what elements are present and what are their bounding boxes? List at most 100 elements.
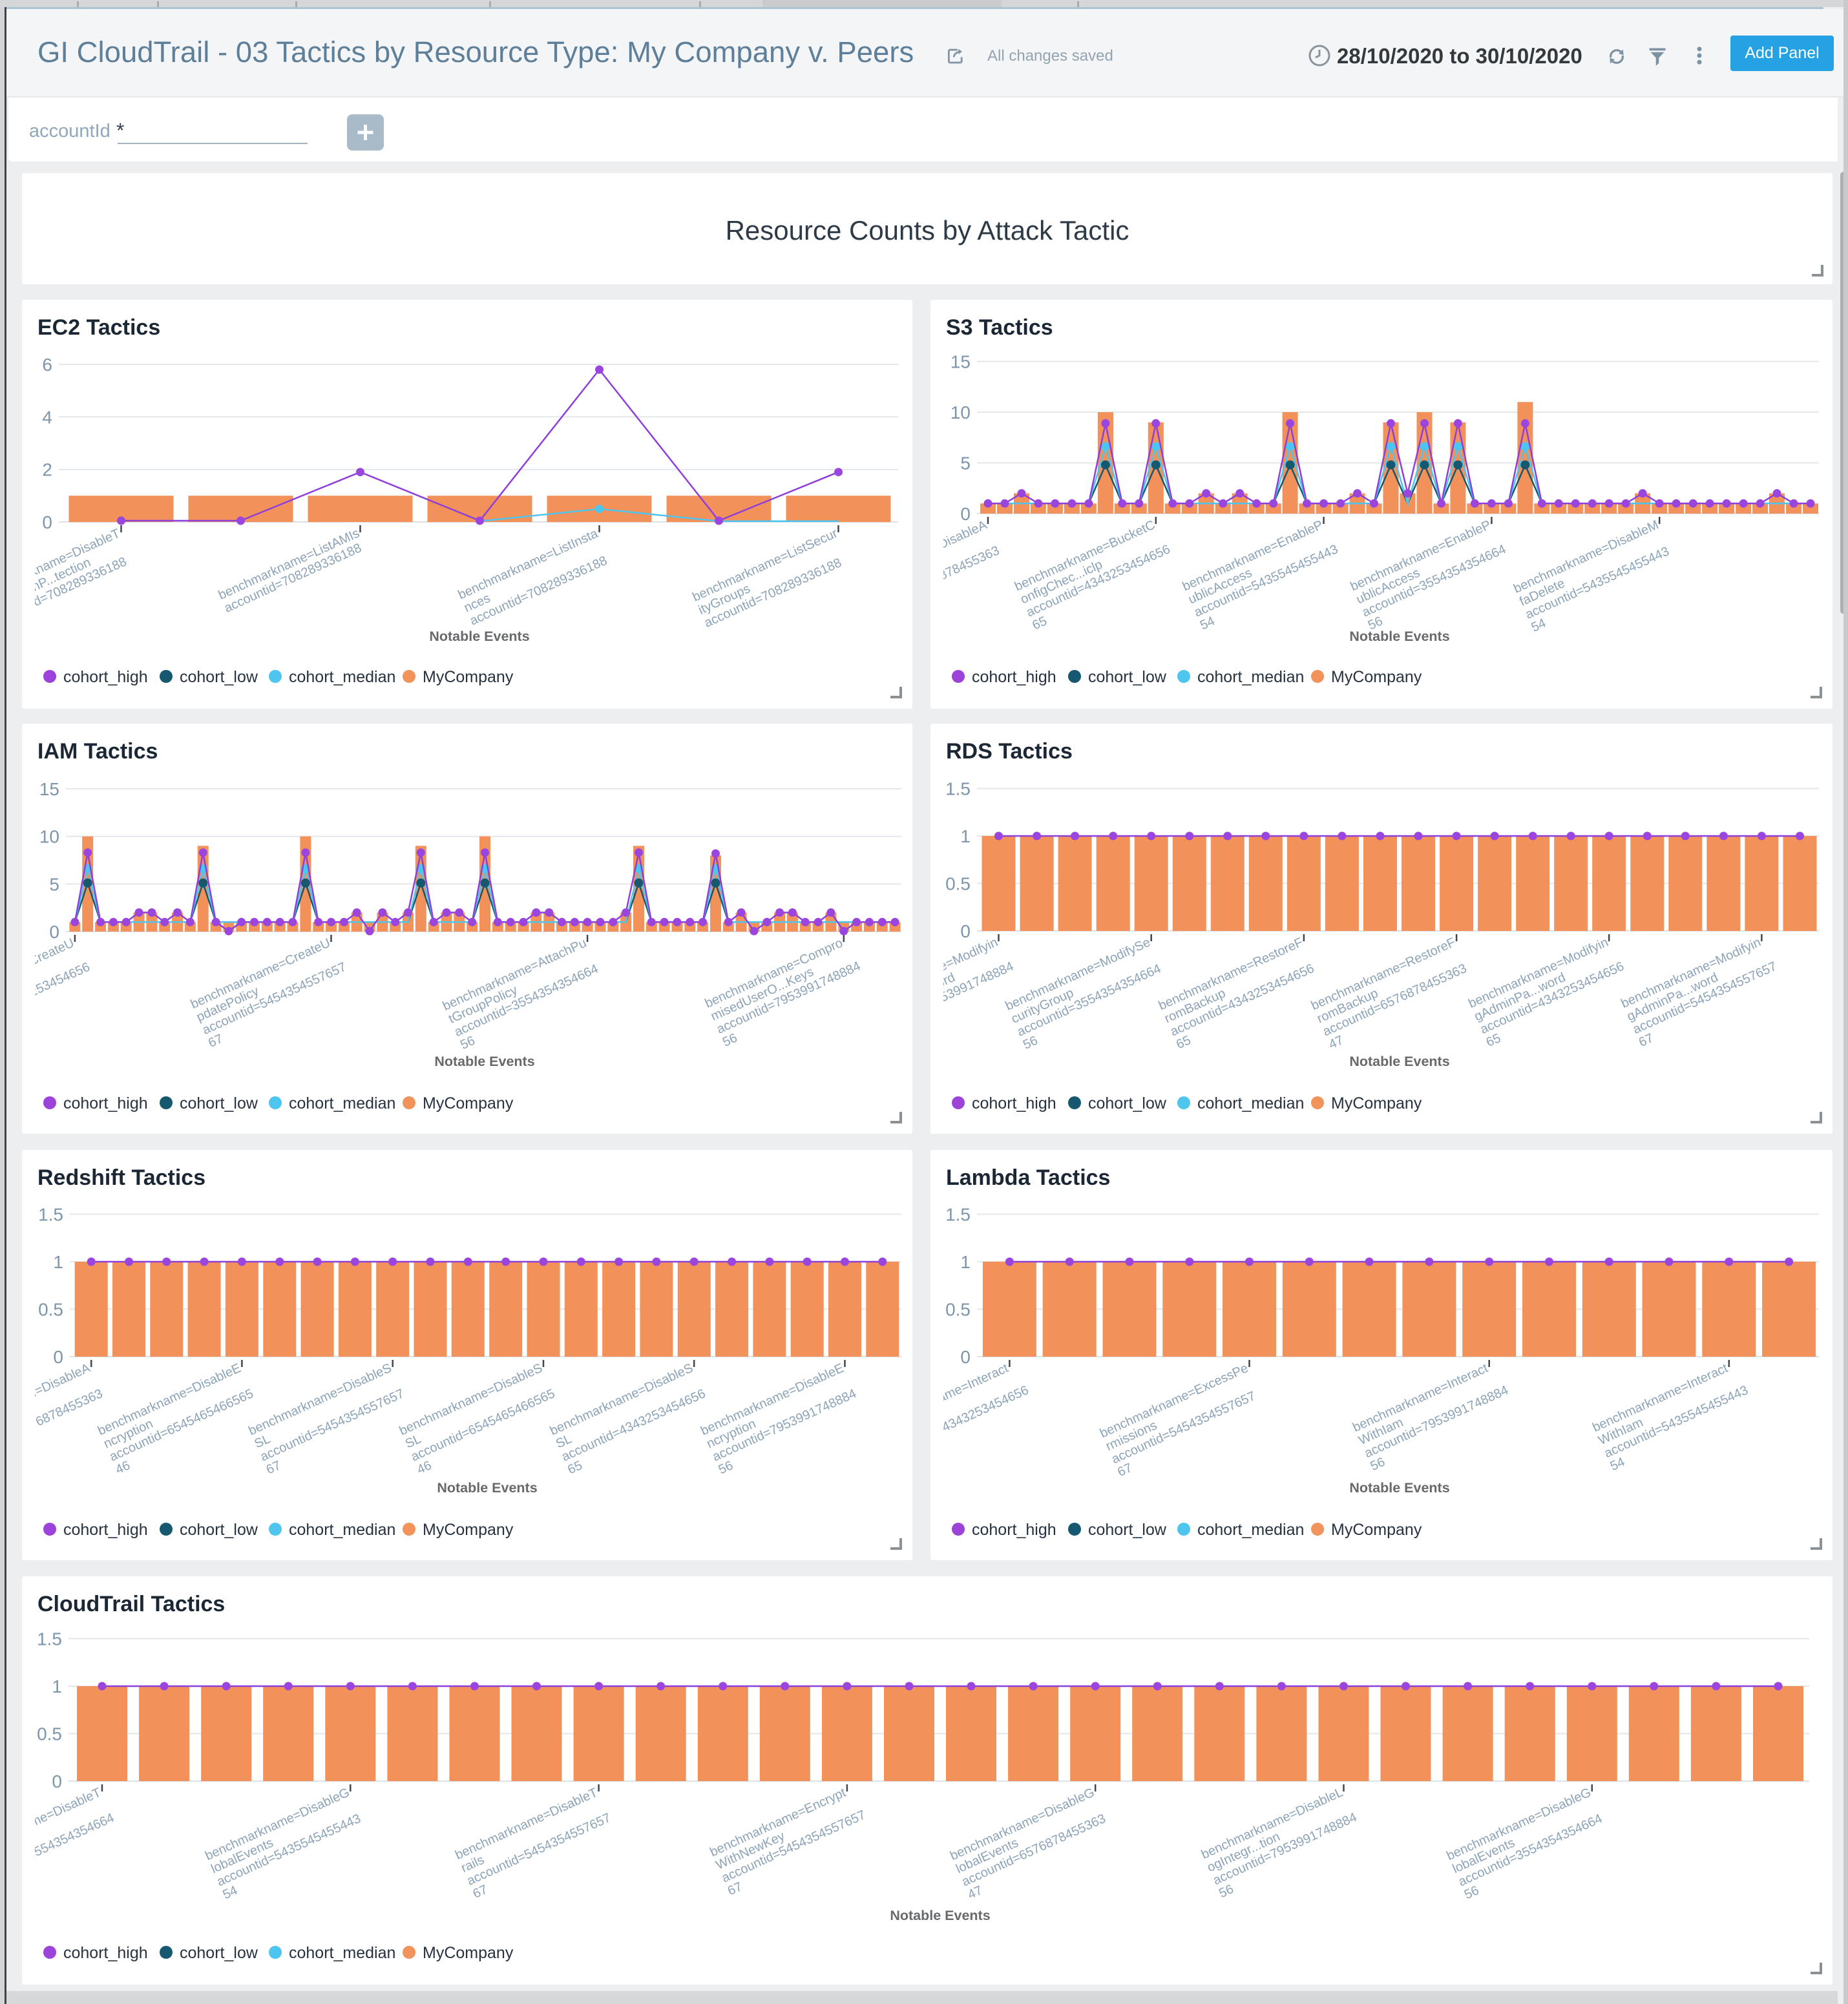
- svg-text:1.5: 1.5: [37, 1629, 62, 1649]
- svg-text:benchmarkname=ListInstancesacc: benchmarkname=ListInstancesaccountid=708…: [456, 527, 613, 629]
- svg-text:Notable Events: Notable Events: [429, 629, 529, 644]
- svg-text:benchmarkname=ModifyingAdminPa: benchmarkname=ModifyingAdminPa...wordacc…: [1619, 934, 1785, 1050]
- svg-text:0: 0: [960, 504, 971, 524]
- svg-text:Redshift Tactics: Redshift Tactics: [37, 1165, 205, 1190]
- svg-text:5: 5: [960, 454, 971, 474]
- svg-text:benchmarkname=DisableSSLaccoun: benchmarkname=DisableSSLaccountid=654546…: [397, 1361, 563, 1477]
- svg-text:IAM Tactics: IAM Tactics: [37, 739, 158, 764]
- svg-text:benchmarkname=DisableEncryptio: benchmarkname=DisableEncryptionaccountid…: [96, 1361, 262, 1477]
- svg-text:S3 Tactics: S3 Tactics: [946, 315, 1053, 340]
- svg-text:1: 1: [960, 1252, 971, 1272]
- svg-text:0: 0: [49, 922, 59, 942]
- svg-text:benchmarkname=AttachPutGroupPo: benchmarkname=AttachPutGroupPolicyaccoun…: [441, 936, 607, 1052]
- svg-text:15: 15: [950, 352, 971, 372]
- svg-text:1: 1: [52, 1676, 62, 1696]
- svg-text:cohort_median: cohort_median: [1197, 1521, 1304, 1539]
- svg-text:EC2 Tactics: EC2 Tactics: [37, 315, 160, 340]
- svg-text:0.5: 0.5: [37, 1724, 62, 1744]
- svg-text:0: 0: [53, 1347, 63, 1367]
- svg-text:benchmarkname=DisableAccessLog: benchmarkname=DisableAccessLoggingaccoun…: [930, 517, 1007, 634]
- svg-text:0: 0: [960, 1347, 971, 1367]
- svg-text:Notable Events: Notable Events: [437, 1480, 537, 1496]
- svg-text:10: 10: [39, 827, 59, 847]
- svg-text:Notable Events: Notable Events: [890, 1908, 990, 1923]
- svg-text:MyCompany: MyCompany: [1331, 668, 1422, 686]
- svg-text:cohort_median: cohort_median: [289, 1094, 395, 1112]
- svg-text:benchmarkname=InteractWithIama: benchmarkname=InteractWithIamaccountid=7…: [1350, 1357, 1517, 1474]
- svg-text:cohort_low: cohort_low: [1088, 668, 1167, 686]
- svg-text:4: 4: [42, 407, 52, 427]
- svg-text:benchmarkname=DisableTrailsacc: benchmarkname=DisableTrailsaccountid=545…: [453, 1785, 619, 1901]
- svg-text:benchmarkname=EnablePublicAcce: benchmarkname=EnablePublicAccessaccounti…: [1181, 516, 1347, 632]
- svg-text:1.5: 1.5: [945, 1205, 971, 1225]
- svg-text:benchmarkname=ListAMIsaccounti: benchmarkname=ListAMIsaccountid=70828933…: [216, 526, 368, 615]
- svg-text:Notable Events: Notable Events: [1349, 1054, 1449, 1069]
- svg-text:cohort_median: cohort_median: [289, 668, 395, 686]
- svg-text:benchmarkname=ListSecurityGrou: benchmarkname=ListSecurityGroupsaccounti…: [690, 526, 852, 630]
- svg-text:6: 6: [42, 355, 52, 375]
- svg-text:benchmarkname=EnablePublicAcce: benchmarkname=EnablePublicAccessaccounti…: [1349, 516, 1515, 632]
- svg-text:1.5: 1.5: [945, 779, 971, 799]
- svg-text:cohort_median: cohort_median: [1197, 668, 1304, 686]
- svg-text:cohort_median: cohort_median: [1197, 1094, 1304, 1112]
- svg-text:benchmarkname=DisableAuditLogg: benchmarkname=DisableAuditLoggingaccount…: [22, 1361, 110, 1477]
- svg-text:benchmarkname=InteractWithIama: benchmarkname=InteractWithIamaccountid=4…: [930, 1357, 1036, 1474]
- svg-text:benchmarkname=DisableSSLaccoun: benchmarkname=DisableSSLaccountid=545435…: [246, 1361, 412, 1477]
- svg-text:MyCompany: MyCompany: [423, 1944, 514, 1962]
- svg-text:cohort_high: cohort_high: [972, 1521, 1056, 1539]
- svg-text:cohort_high: cohort_high: [63, 1944, 148, 1962]
- svg-text:benchmarkname=RestoreFromBacku: benchmarkname=RestoreFromBackupaccountid…: [1157, 935, 1323, 1052]
- svg-text:benchmarkname=CreateUpdatePoli: benchmarkname=CreateUpdatePolicyaccounti…: [189, 934, 355, 1050]
- svg-text:cohort_low: cohort_low: [180, 1094, 258, 1112]
- svg-text:cohort_low: cohort_low: [180, 668, 258, 686]
- svg-text:benchmarkname=ModifyingAdminPa: benchmarkname=ModifyingAdminPa...wordacc…: [1466, 934, 1632, 1050]
- svg-text:benchmarkname=DisableGlobalEve: benchmarkname=DisableGlobalEventsaccount…: [1445, 1786, 1612, 1903]
- svg-text:cohort_median: cohort_median: [289, 1944, 395, 1962]
- svg-text:benchmarkname=ExcessPermission: benchmarkname=ExcessPermissionsaccountid…: [1098, 1361, 1268, 1480]
- svg-text:benchmarkname=ModifyingAdminPa: benchmarkname=ModifyingAdminPa...wordacc…: [930, 934, 1022, 1050]
- svg-text:0.5: 0.5: [945, 874, 971, 894]
- svg-text:Notable Events: Notable Events: [434, 1054, 534, 1069]
- svg-text:cohort_high: cohort_high: [63, 1521, 148, 1539]
- svg-text:benchmarkname=DisableGlobalEve: benchmarkname=DisableGlobalEventsaccount…: [203, 1786, 370, 1903]
- svg-text:MyCompany: MyCompany: [1331, 1094, 1422, 1112]
- svg-text:1: 1: [53, 1252, 63, 1272]
- svg-text:benchmarkname=DisableTrailsacc: benchmarkname=DisableTrailsaccountid=355…: [22, 1785, 122, 1901]
- svg-text:cohort_high: cohort_high: [972, 668, 1056, 686]
- svg-text:MyCompany: MyCompany: [423, 668, 514, 686]
- svg-text:2: 2: [42, 460, 52, 480]
- svg-text:15: 15: [39, 779, 59, 799]
- svg-text:cohort_low: cohort_low: [1088, 1521, 1167, 1539]
- svg-text:cohort_low: cohort_low: [180, 1944, 258, 1962]
- svg-text:benchmarkname=ModifySecurityGr: benchmarkname=ModifySecurityGroupaccount…: [1003, 935, 1171, 1052]
- svg-text:1.5: 1.5: [38, 1205, 63, 1225]
- svg-text:benchmarkname=BucketConfigChec: benchmarkname=BucketConfigChec...iclpacc…: [1013, 516, 1179, 632]
- svg-text:benchmarkname=DisableEncryptio: benchmarkname=DisableEncryptionaccountid…: [698, 1361, 865, 1477]
- svg-text:benchmarkname=DisableGlobalEve: benchmarkname=DisableGlobalEventsaccount…: [948, 1786, 1115, 1903]
- svg-text:benchmarkname=RestoreFromBacku: benchmarkname=RestoreFromBackupaccountid…: [1309, 935, 1476, 1052]
- svg-text:CloudTrail Tactics: CloudTrail Tactics: [37, 1592, 225, 1616]
- svg-text:0: 0: [42, 512, 52, 532]
- svg-text:cohort_low: cohort_low: [1088, 1094, 1167, 1112]
- svg-text:RDS Tactics: RDS Tactics: [946, 739, 1073, 764]
- svg-text:cohort_low: cohort_low: [180, 1521, 258, 1539]
- svg-text:cohort_high: cohort_high: [63, 1094, 148, 1112]
- svg-text:0.5: 0.5: [945, 1300, 971, 1320]
- svg-text:benchmarkname=DisableSSLaccoun: benchmarkname=DisableSSLaccountid=434325…: [548, 1361, 714, 1477]
- svg-text:MyCompany: MyCompany: [423, 1521, 514, 1539]
- svg-text:MyCompany: MyCompany: [423, 1094, 514, 1112]
- svg-text:5: 5: [49, 874, 59, 894]
- svg-text:0.5: 0.5: [38, 1300, 63, 1320]
- svg-text:benchmarkname=CreateUseraccoun: benchmarkname=CreateUseraccountid=434325…: [22, 934, 98, 1050]
- svg-text:0: 0: [960, 921, 971, 941]
- svg-text:cohort_high: cohort_high: [63, 668, 148, 686]
- svg-text:benchmarkname=DisableLogIntegr: benchmarkname=DisableLogIntegr...tionacc…: [1199, 1784, 1365, 1901]
- svg-text:benchmarkname=EncryptWithNewKe: benchmarkname=EncryptWithNewKeyaccountid…: [708, 1782, 874, 1898]
- svg-text:benchmarkname=DisableMfaDelete: benchmarkname=DisableMfaDeleteaccountid=…: [1511, 518, 1679, 635]
- svg-text:benchmarkname=CompromisedUserO: benchmarkname=CompromisedUserO...Keysacc…: [703, 933, 869, 1049]
- svg-text:Notable Events: Notable Events: [1349, 1480, 1449, 1496]
- svg-text:0: 0: [52, 1771, 62, 1791]
- svg-text:1: 1: [960, 826, 971, 846]
- svg-text:Notable Events: Notable Events: [1349, 629, 1449, 644]
- svg-text:cohort_high: cohort_high: [972, 1094, 1056, 1112]
